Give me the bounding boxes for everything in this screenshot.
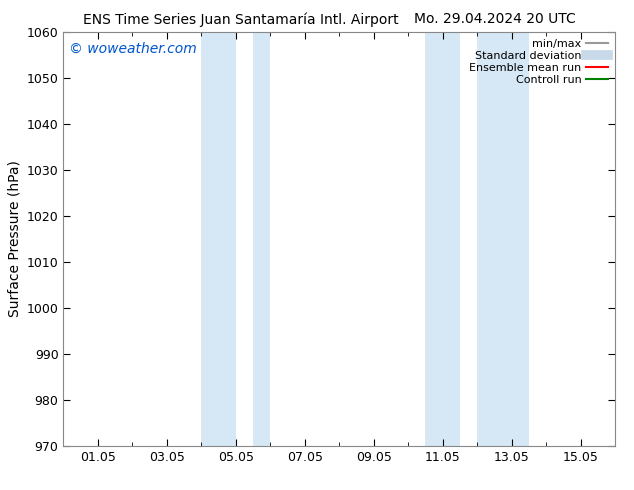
Text: Mo. 29.04.2024 20 UTC: Mo. 29.04.2024 20 UTC bbox=[413, 12, 576, 26]
Bar bbox=[477, 32, 529, 446]
Text: ENS Time Series Juan Santamaría Intl. Airport: ENS Time Series Juan Santamaría Intl. Ai… bbox=[83, 12, 399, 27]
Bar bbox=[253, 32, 270, 446]
Bar bbox=[425, 32, 460, 446]
Bar bbox=[202, 32, 236, 446]
Legend: min/max, Standard deviation, Ensemble mean run, Controll run: min/max, Standard deviation, Ensemble me… bbox=[465, 34, 612, 90]
Y-axis label: Surface Pressure (hPa): Surface Pressure (hPa) bbox=[7, 160, 21, 318]
Text: © woweather.com: © woweather.com bbox=[69, 42, 197, 56]
